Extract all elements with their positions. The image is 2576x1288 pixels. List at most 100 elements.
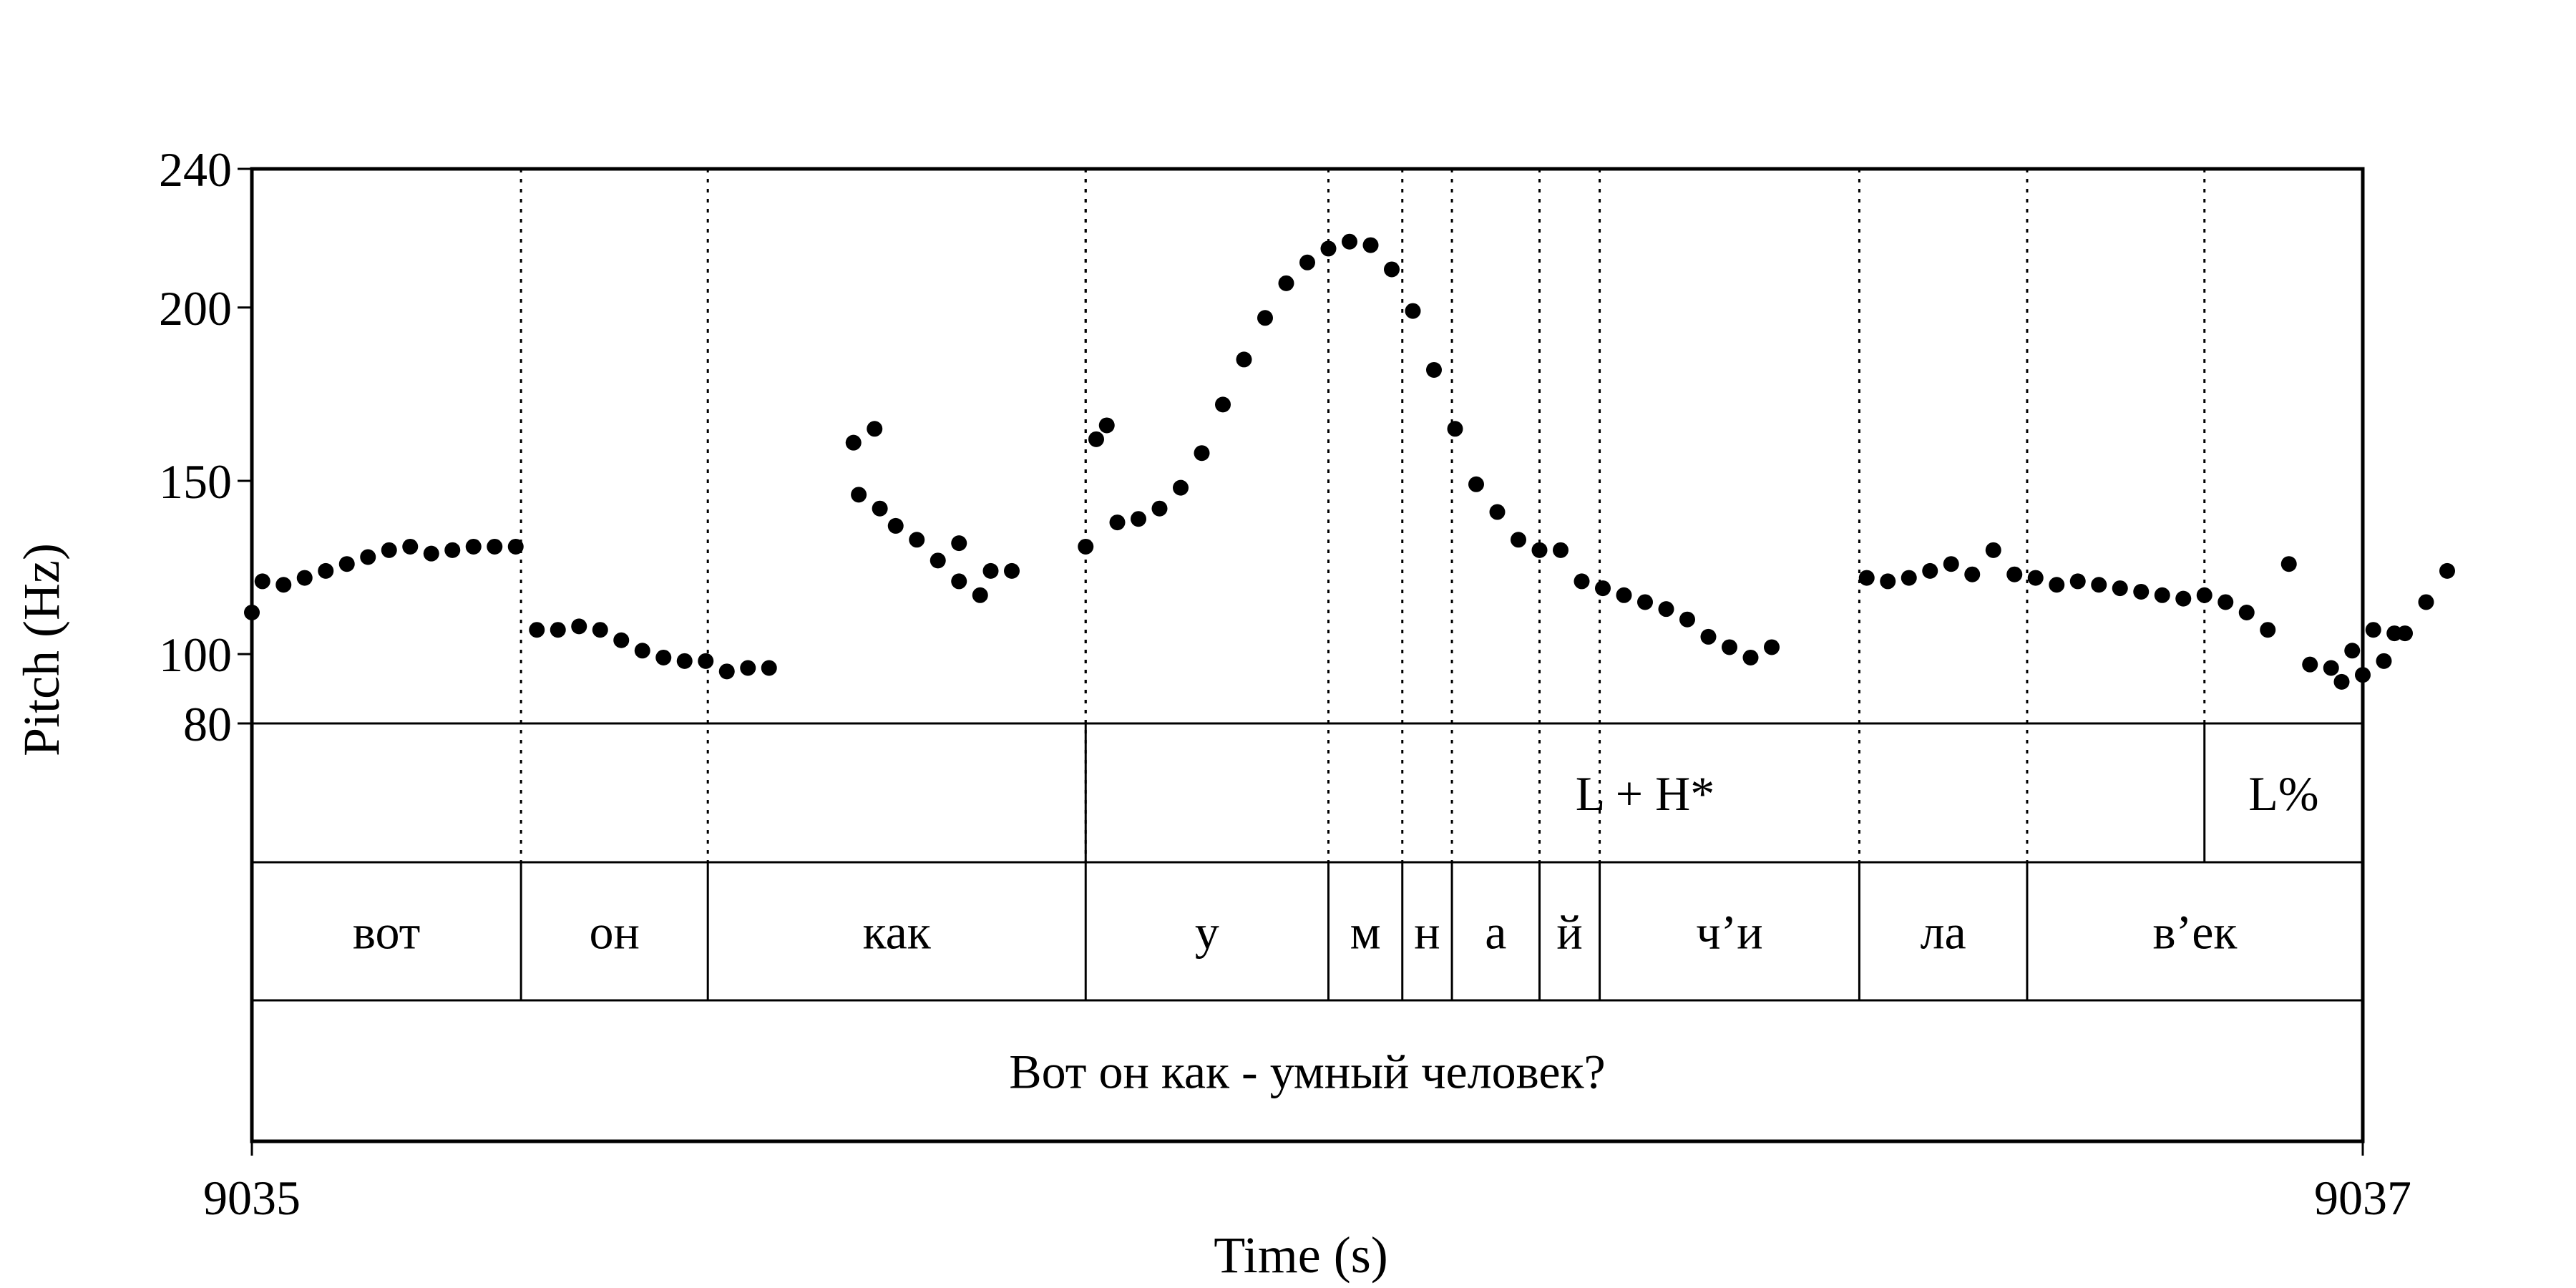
pitch-point-0 <box>244 605 260 620</box>
pitch-point-73 <box>1858 570 1875 586</box>
pitch-point-64 <box>1595 580 1611 597</box>
y-tick-label-4: 240 <box>159 142 232 197</box>
pitch-point-71 <box>1742 649 1759 665</box>
pitch-point-2 <box>275 577 292 593</box>
pitch-point-13 <box>507 538 524 555</box>
pitch-point-39 <box>1088 431 1104 447</box>
pitch-point-83 <box>2069 573 2086 590</box>
pitch-point-11 <box>465 538 482 555</box>
pitch-point-57 <box>1447 421 1463 437</box>
pitch-point-14 <box>529 622 545 638</box>
x-tick-label-1: 9037 <box>2314 1171 2411 1225</box>
pitch-point-34 <box>972 587 988 603</box>
pitch-point-102 <box>2397 625 2413 642</box>
pitch-point-17 <box>592 622 608 638</box>
tier-label-1-1: он <box>589 905 639 960</box>
pitch-point-90 <box>2218 594 2234 610</box>
pitch-point-50 <box>1299 254 1315 270</box>
pitch-point-47 <box>1236 351 1252 368</box>
pitch-point-19 <box>634 643 650 659</box>
pitch-point-94 <box>2302 656 2318 673</box>
pitch-point-86 <box>2133 583 2150 600</box>
pitch-point-33 <box>951 573 967 590</box>
pitch-point-20 <box>655 649 672 665</box>
pitch-point-1 <box>254 573 270 590</box>
pitch-point-44 <box>1173 479 1189 496</box>
pitch-point-82 <box>2049 577 2065 593</box>
tier-label-1-5: н <box>1414 905 1440 960</box>
pitch-point-66 <box>1637 594 1653 610</box>
pitch-point-69 <box>1700 628 1717 645</box>
pitch-point-8 <box>402 538 419 555</box>
pitch-point-46 <box>1215 396 1231 413</box>
pitch-point-70 <box>1722 639 1737 655</box>
pitch-point-37 <box>1004 562 1020 579</box>
pitch-point-85 <box>2112 580 2128 597</box>
pitch-point-38 <box>1078 538 1094 555</box>
pitch-point-31 <box>909 532 925 548</box>
pitch-point-41 <box>1109 514 1126 531</box>
pitch-point-78 <box>1964 566 1981 582</box>
y-tick-label-0: 80 <box>183 697 232 751</box>
pitch-point-42 <box>1131 511 1146 527</box>
pitch-point-27 <box>867 421 883 437</box>
tier-label-1-2: как <box>863 905 932 960</box>
pitch-point-99 <box>2333 673 2350 690</box>
y-tick-label-3: 200 <box>159 281 232 336</box>
plot-frame <box>250 167 2365 1143</box>
tier-label-1-7: й <box>1556 905 1582 960</box>
y-axis-title: Pitch (Hz) <box>13 543 70 756</box>
pitch-point-30 <box>887 517 904 534</box>
pitch-point-43 <box>1151 500 1168 517</box>
y-tick-label-2: 150 <box>159 454 232 509</box>
pitch-point-89 <box>2196 587 2212 603</box>
pitch-point-49 <box>1278 275 1294 291</box>
pitch-point-63 <box>1574 573 1590 590</box>
pitch-point-35 <box>951 535 967 552</box>
pitch-point-58 <box>1468 476 1484 492</box>
pitch-point-32 <box>930 552 946 569</box>
pitch-point-100 <box>2355 667 2371 683</box>
pitch-point-74 <box>1880 573 1896 590</box>
pitch-point-9 <box>423 545 439 562</box>
pitch-point-77 <box>1943 556 1959 572</box>
pitch-point-15 <box>550 622 566 638</box>
pitch-point-51 <box>1320 240 1337 257</box>
tier-label-2-0: Вот он как - умный человек? <box>1009 1045 1605 1099</box>
pitch-point-16 <box>571 618 587 635</box>
pitch-point-6 <box>360 549 376 565</box>
pitch-point-93 <box>2280 556 2297 572</box>
pitch-point-53 <box>1362 237 1379 253</box>
pitch-point-88 <box>2175 590 2192 607</box>
pitch-point-54 <box>1384 261 1400 278</box>
pitch-points <box>244 233 2455 690</box>
pitch-point-81 <box>2027 570 2044 586</box>
x-axis-title: Time (s) <box>1214 1226 1387 1284</box>
pitch-point-96 <box>2344 643 2361 659</box>
pitch-point-65 <box>1616 587 1632 603</box>
pitch-point-101 <box>2376 653 2392 669</box>
pitch-point-79 <box>1985 542 2001 558</box>
pitch-point-3 <box>296 570 313 586</box>
pitch-point-68 <box>1679 611 1695 628</box>
pitch-point-72 <box>1764 639 1780 655</box>
pitch-point-10 <box>444 542 461 558</box>
pitch-point-7 <box>381 542 397 558</box>
pitch-point-61 <box>1531 542 1548 558</box>
pitch-point-97 <box>2365 622 2381 638</box>
pitch-point-91 <box>2238 605 2255 620</box>
x-tick-label-0: 9035 <box>203 1171 301 1225</box>
plot-lines <box>250 167 2365 1143</box>
pitch-point-5 <box>338 556 355 572</box>
pitch-point-75 <box>1901 570 1917 586</box>
pitch-point-92 <box>2260 622 2276 638</box>
tier-label-1-3: у <box>1195 905 1219 960</box>
pitch-point-60 <box>1511 532 1526 548</box>
pitch-point-29 <box>872 500 888 517</box>
y-tick-label-1: 100 <box>159 628 232 682</box>
pitch-point-95 <box>2323 660 2339 676</box>
tier-label-1-9: ла <box>1921 905 1966 960</box>
tier-label-1-0: вот <box>353 905 420 960</box>
pitch-point-80 <box>2006 566 2023 582</box>
